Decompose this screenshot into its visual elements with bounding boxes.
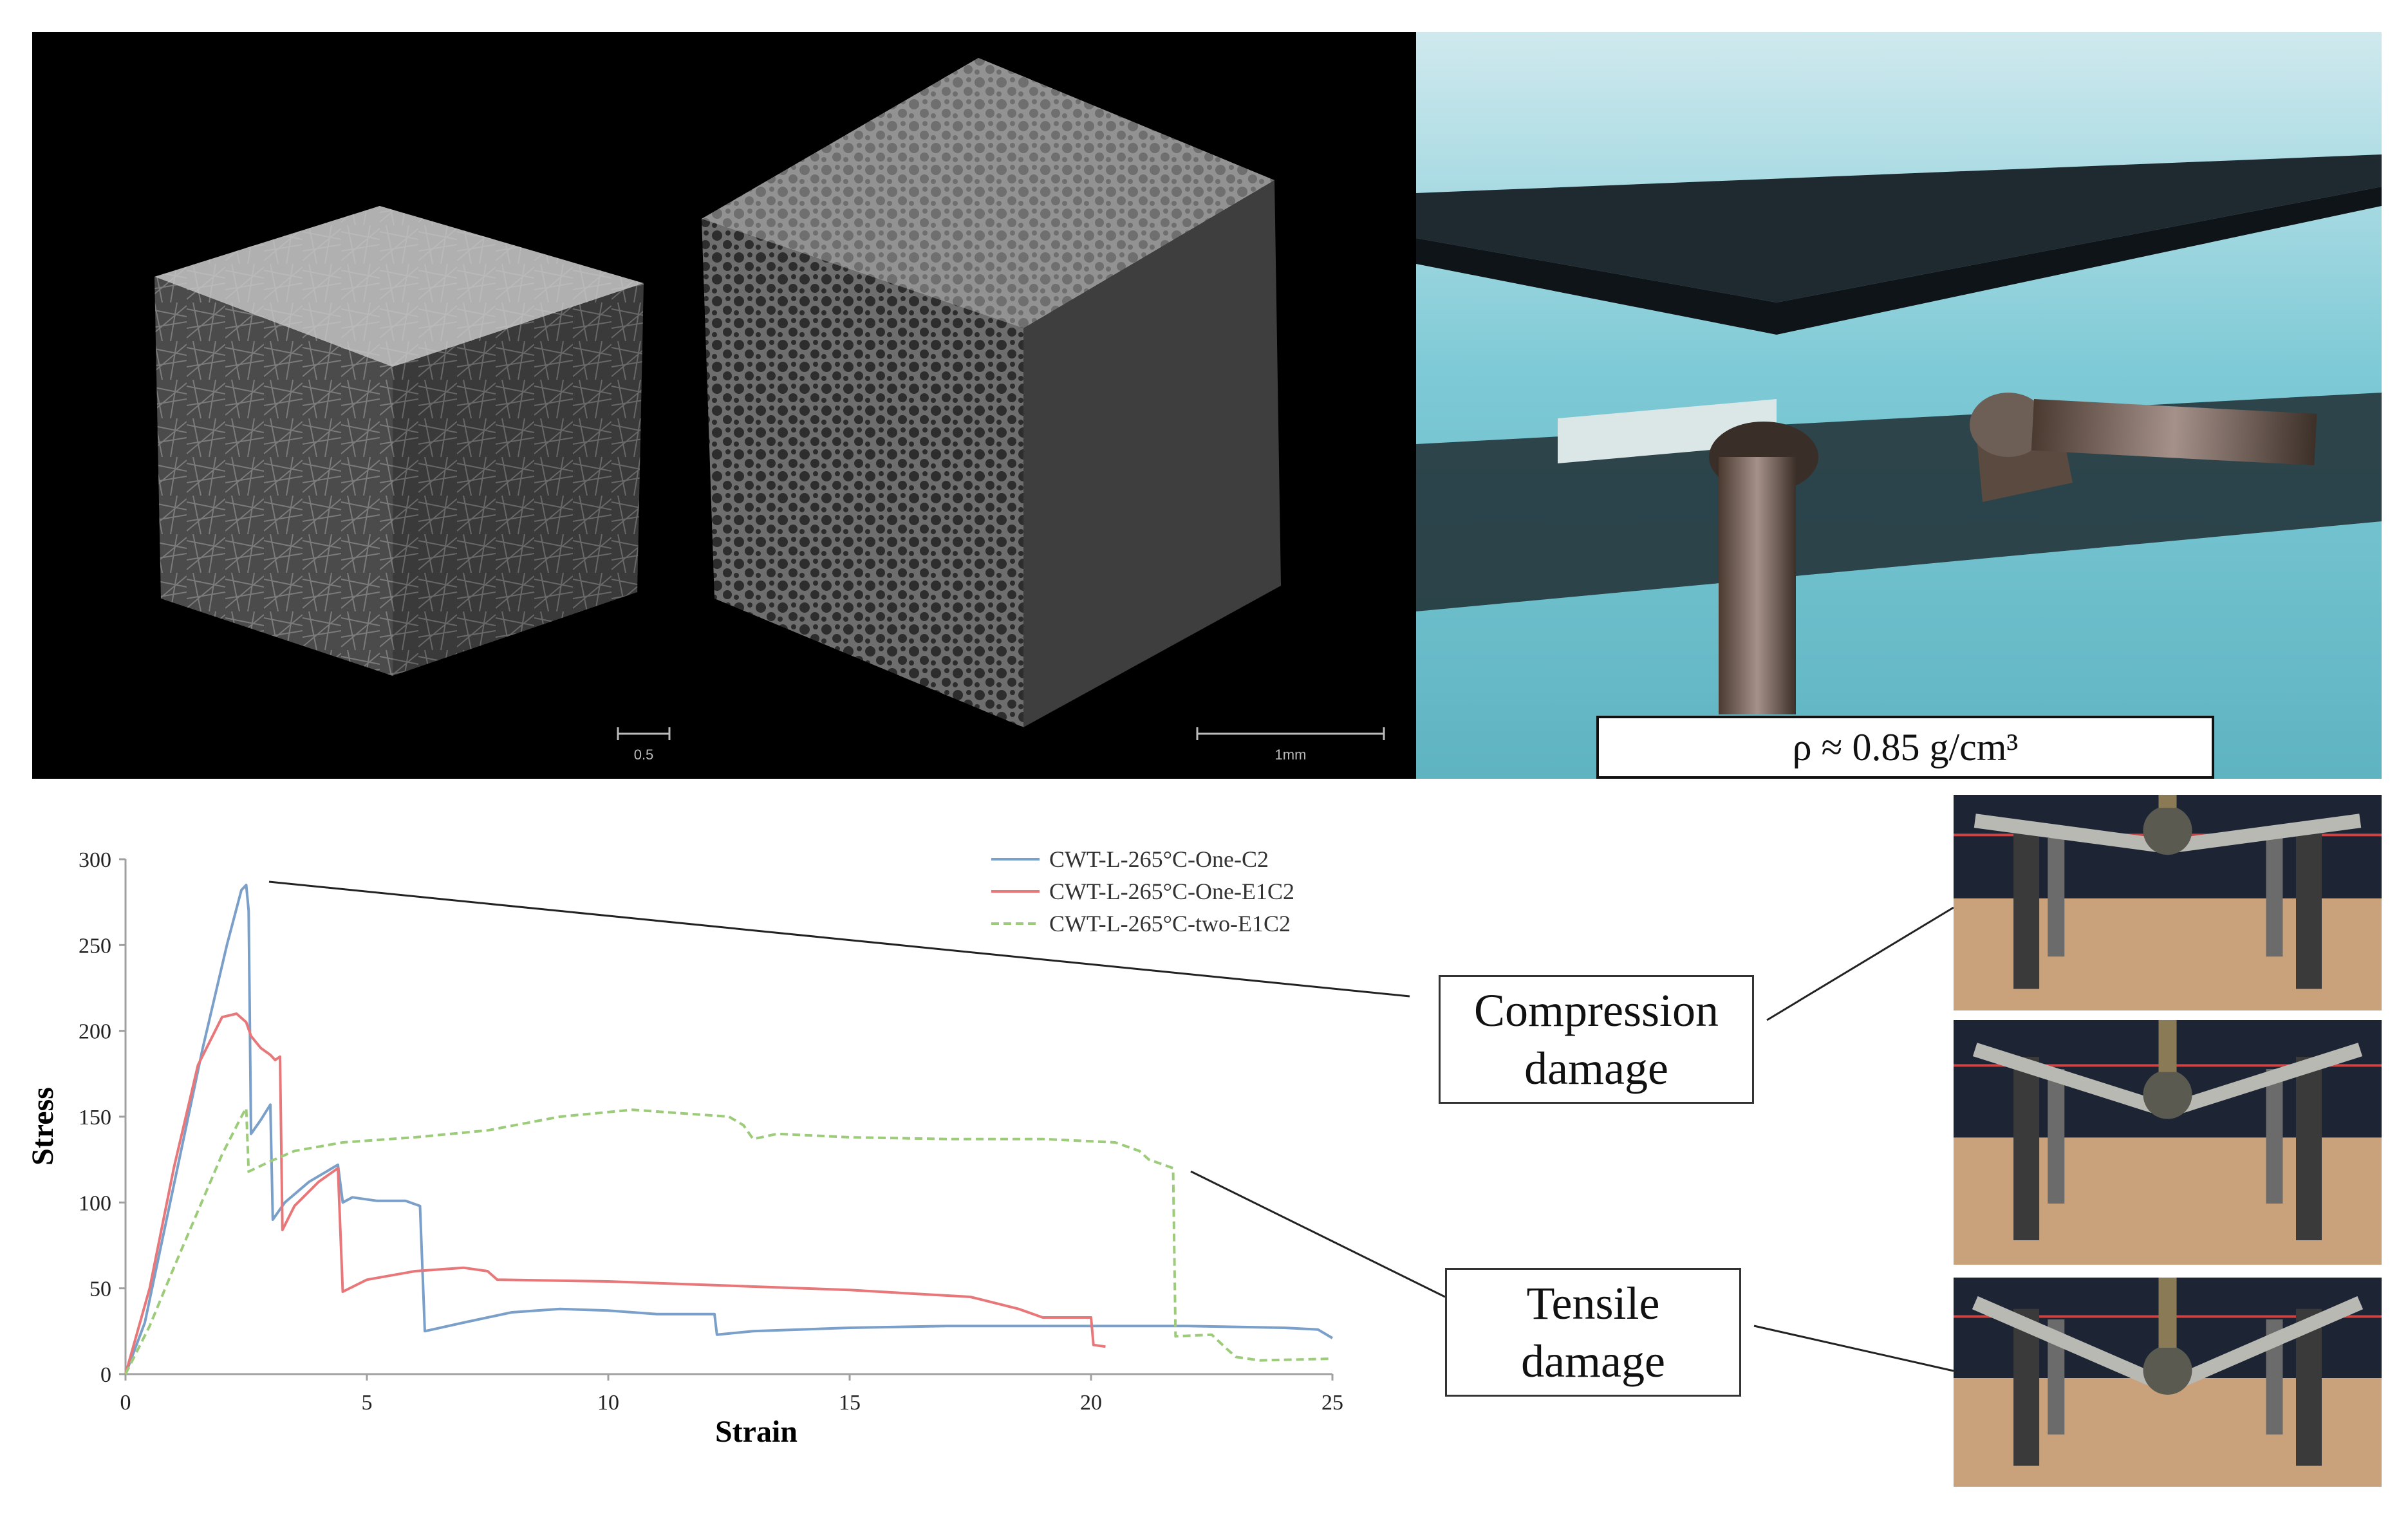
three-point-bend-rig — [1954, 1278, 2382, 1487]
density-label: ρ ≈ 0.85 g/cm³ — [1792, 725, 2019, 768]
bolt-vertical — [1709, 422, 1818, 714]
micro-ct-image-panel: 0.5 1mm — [32, 32, 1416, 779]
tensile-photo-line — [1753, 1325, 1954, 1372]
y-axis-label: Stress — [26, 1087, 60, 1166]
x-tick-label: 15 — [839, 1391, 861, 1415]
foam-cube — [702, 58, 1281, 727]
three-point-bend-rig — [1954, 795, 2382, 1010]
bending-photo-3 — [1954, 1278, 2382, 1487]
micro-ct-cubes: 0.5 1mm — [154, 58, 1385, 763]
y-tick-label: 150 — [79, 1106, 111, 1130]
fibrous-cube — [154, 206, 644, 676]
x-tick-label: 5 — [362, 1391, 373, 1415]
y-tick-label: 300 — [79, 848, 111, 872]
y-tick-labels: 0 50 100 150 200 250 300 — [79, 848, 111, 1387]
series-line-1 — [124, 884, 1334, 1375]
tensile-label-line2: damage — [1521, 1336, 1665, 1387]
compression-damage-callout: Compression damage — [1439, 975, 1754, 1104]
chart-series — [124, 884, 1334, 1375]
y-tick-label: 100 — [79, 1191, 111, 1215]
x-tick-label: 10 — [597, 1391, 619, 1415]
legend-label-2: CWT-L-265°C-One-E1C2 — [1049, 879, 1294, 904]
bolt-horizontal — [1970, 393, 2317, 502]
compression-pointer-line — [268, 880, 1410, 998]
compression-label-line1: Compression — [1473, 985, 1719, 1036]
compression-photo-line — [1766, 906, 1954, 1021]
stress-strain-chart: 0 50 100 150 200 250 300 0 5 10 15 20 25 CWT-L-265°… — [26, 846, 1344, 1449]
plate-photo-panel — [1416, 32, 2382, 779]
series-line-2 — [124, 1012, 1106, 1375]
tensile-damage-callout: Tensile damage — [1445, 1268, 1741, 1397]
tensile-pointer-line — [1190, 1170, 1446, 1298]
density-label-box: ρ ≈ 0.85 g/cm³ — [1596, 716, 2214, 779]
chart-axes — [119, 858, 1334, 1381]
x-tick-labels: 0 5 10 15 20 25 — [120, 1391, 1344, 1415]
legend-label-3: CWT-L-265°C-two-E1C2 — [1049, 911, 1291, 936]
series-line-3 — [124, 1106, 1333, 1375]
left-scale-bar: 0.5 — [617, 727, 671, 763]
legend-label-1: CWT-L-265°C-One-C2 — [1049, 846, 1269, 872]
y-tick-label: 0 — [100, 1363, 111, 1387]
x-axis-label: Strain — [715, 1415, 798, 1449]
x-tick-label: 0 — [120, 1391, 131, 1415]
right-scale-bar: 1mm — [1196, 727, 1385, 763]
compression-label-line2: damage — [1524, 1043, 1668, 1094]
bending-photo-2 — [1954, 1020, 2382, 1265]
left-scale-label: 0.5 — [634, 747, 654, 763]
three-point-bend-rig — [1954, 1020, 2382, 1265]
plate-photo — [1416, 32, 2382, 779]
x-tick-label: 25 — [1321, 1391, 1343, 1415]
y-tick-label: 50 — [89, 1278, 111, 1301]
plate-top — [1416, 154, 2382, 302]
bending-photo-1 — [1954, 795, 2382, 1010]
tensile-label-line1: Tensile — [1526, 1278, 1660, 1329]
y-tick-label: 200 — [79, 1020, 111, 1044]
chart-legend: CWT-L-265°C-One-C2 CWT-L-265°C-One-E1C2 CW… — [991, 846, 1294, 936]
right-scale-label: 1mm — [1275, 747, 1307, 763]
x-tick-label: 20 — [1080, 1391, 1102, 1415]
y-tick-label: 250 — [79, 934, 111, 958]
